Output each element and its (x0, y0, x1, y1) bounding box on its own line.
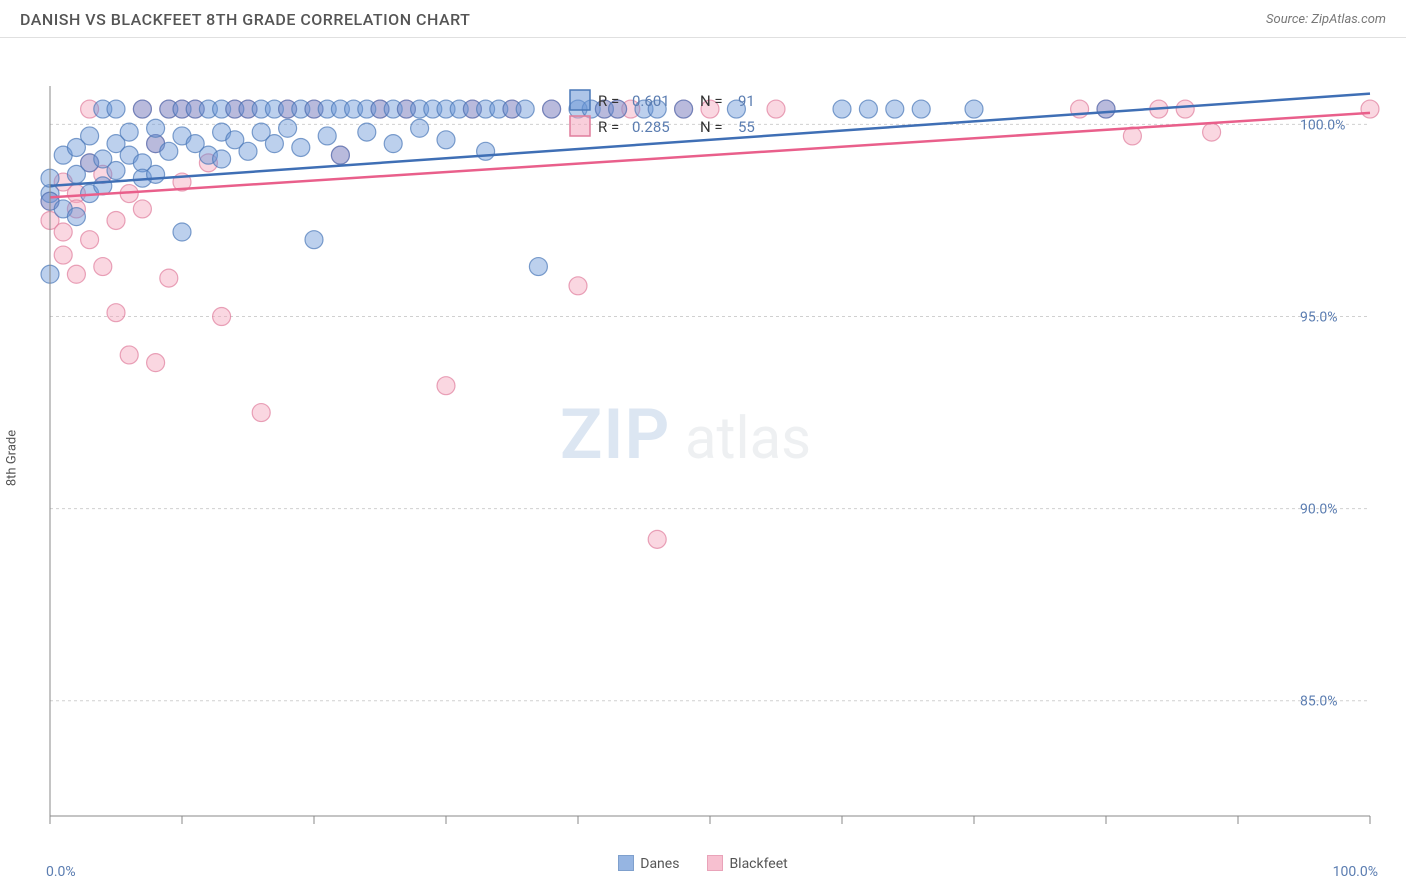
svg-text:95.0%: 95.0% (1300, 310, 1338, 326)
legend-item-danes: Danes (618, 855, 679, 872)
svg-text:55: 55 (738, 118, 755, 136)
svg-text:100.0%: 100.0% (1300, 117, 1345, 133)
legend-label-blackfeet: Blackfeet (729, 856, 787, 872)
svg-text:N =: N = (700, 118, 723, 136)
svg-text:90.0%: 90.0% (1300, 502, 1338, 518)
svg-text:0.601: 0.601 (632, 92, 670, 110)
chart-title: DANISH VS BLACKFEET 8TH GRADE CORRELATIO… (20, 10, 470, 29)
svg-text:0.285: 0.285 (632, 118, 670, 136)
svg-text:ZIP: ZIP (560, 394, 670, 476)
legend-swatch-danes (618, 855, 634, 871)
scatter-chart: 85.0% 90.0% 95.0% 100.0% ZIPatlas R = 0.601 N =… (0, 38, 1406, 838)
svg-text:91: 91 (738, 92, 755, 110)
legend-swatch-blackfeet (707, 855, 723, 871)
svg-text:atlas: atlas (685, 405, 811, 473)
legend-item-blackfeet: Blackfeet (707, 855, 787, 872)
legend-label-danes: Danes (640, 856, 679, 872)
svg-text:N =: N = (700, 92, 723, 110)
y-axis-label: 8th Grade (5, 430, 20, 486)
source-label: Source: ZipAtlas.com (1266, 12, 1386, 27)
svg-text:85.0%: 85.0% (1300, 694, 1338, 710)
header: DANISH VS BLACKFEET 8TH GRADE CORRELATIO… (0, 0, 1406, 38)
legend: Danes Blackfeet (0, 855, 1406, 872)
svg-text:R =: R = (598, 118, 619, 136)
svg-text:R =: R = (598, 92, 619, 110)
chart-area: 8th Grade 85.0% 90.0% 95.0% 100.0% ZIPatlas R… (0, 38, 1406, 878)
